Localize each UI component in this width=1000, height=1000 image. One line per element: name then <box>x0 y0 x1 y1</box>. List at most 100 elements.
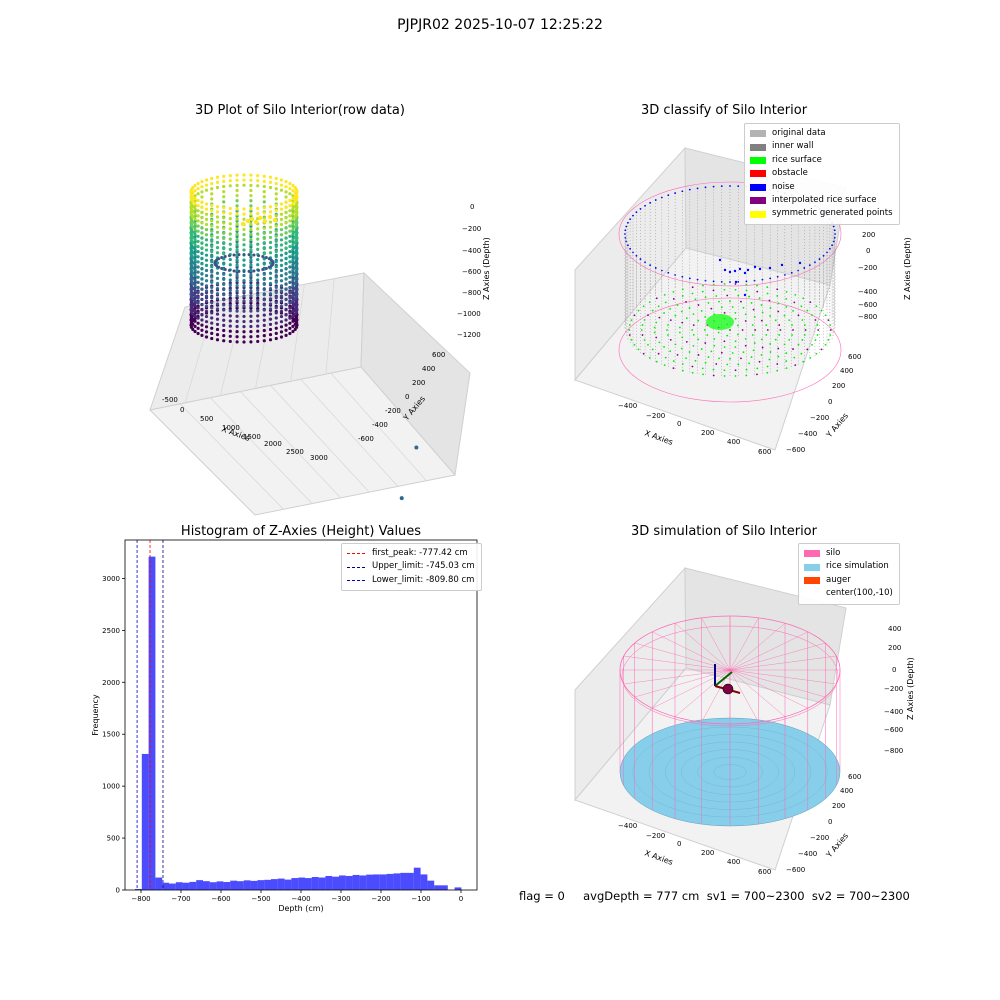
data-point <box>210 214 214 218</box>
data-point <box>200 251 204 256</box>
rice-surface-point <box>753 316 756 318</box>
data-point <box>284 231 288 235</box>
data-point <box>274 316 278 320</box>
rice-surface-point <box>806 348 809 351</box>
data-point <box>268 317 273 321</box>
data-point <box>242 314 246 319</box>
y-axis-label: Frequency <box>91 694 100 736</box>
rice-surface-point <box>710 350 713 353</box>
data-point <box>262 226 266 230</box>
silo-roof-line <box>652 631 731 671</box>
silo-simulation <box>619 615 841 827</box>
data-point <box>279 299 284 303</box>
rice-surface-point <box>791 324 793 326</box>
histogram-bar <box>291 878 299 890</box>
data-point <box>228 232 232 236</box>
rice-surface-point <box>651 348 654 351</box>
data-point <box>293 245 297 250</box>
rice-surface-point <box>655 297 658 300</box>
data-point <box>288 250 292 254</box>
data-point <box>284 292 288 297</box>
plot4-title: 3D simulation of Silo Interior <box>631 524 817 539</box>
data-point <box>193 242 197 247</box>
data-point <box>222 216 226 220</box>
rice-surface-point <box>745 283 748 286</box>
data-point <box>215 307 220 311</box>
data-point <box>215 292 220 296</box>
rice-surface-point <box>766 365 769 368</box>
data-point <box>284 221 288 225</box>
z-tick: 0 <box>866 247 870 255</box>
data-point <box>196 290 200 295</box>
noise-point <box>639 258 642 260</box>
data-point <box>274 275 278 279</box>
data-point <box>268 292 273 296</box>
x-axis-label: X Axies <box>643 848 674 867</box>
rice-surface-point <box>726 294 729 297</box>
data-point <box>193 294 197 298</box>
rice-surface-point <box>829 324 832 326</box>
rice-surface-point <box>712 289 715 292</box>
data-point <box>210 182 214 186</box>
data-point <box>193 232 197 236</box>
data-point <box>235 237 239 242</box>
rice-surface-point <box>734 375 737 377</box>
rice-surface-point <box>809 301 812 304</box>
data-point <box>215 317 220 321</box>
rice-surface-point <box>641 324 644 326</box>
noise-point <box>629 218 632 221</box>
silo-roof-line <box>729 669 759 723</box>
data-point <box>215 322 220 326</box>
histogram-bar <box>318 877 326 890</box>
data-point <box>215 215 220 219</box>
noise-point <box>720 185 723 188</box>
x-tick: 600 <box>758 448 771 456</box>
data-point <box>268 322 273 326</box>
data-point <box>279 335 284 339</box>
legend-swatch <box>750 130 766 138</box>
data-point <box>279 217 284 221</box>
noise-point <box>803 267 806 269</box>
data-point <box>279 325 284 329</box>
noise-point <box>733 269 737 273</box>
noise-point <box>745 280 748 283</box>
data-point <box>291 202 295 206</box>
silo-roof-line <box>729 669 808 709</box>
rice-surface-point <box>664 301 667 304</box>
data-point <box>193 319 197 323</box>
rice-surface-point <box>824 343 827 346</box>
histogram-bar <box>277 878 285 890</box>
rice-surface-point <box>642 352 645 355</box>
rice-surface-point <box>793 356 796 359</box>
data-point <box>262 323 266 327</box>
data-point <box>200 205 204 210</box>
data-point <box>193 273 197 277</box>
rice-surface-point <box>641 334 644 336</box>
histogram-bar <box>196 880 203 890</box>
legend-label: obstacle <box>772 168 808 179</box>
rice-surface-point <box>800 352 803 355</box>
data-point <box>293 327 297 331</box>
rice-surface-point <box>816 324 819 326</box>
data-point <box>291 268 295 272</box>
data-point <box>293 230 297 234</box>
data-point <box>268 281 273 286</box>
rice-surface-point <box>750 356 753 358</box>
data-point <box>267 257 271 261</box>
rice-surface-point <box>794 293 797 296</box>
noise-point <box>649 264 652 267</box>
noise-point <box>718 258 722 262</box>
legend-label: original data <box>772 128 826 138</box>
rice-surface-point <box>809 356 812 359</box>
data-point <box>249 183 253 187</box>
data-point <box>210 321 214 325</box>
data-point <box>222 195 226 199</box>
data-point <box>268 251 273 255</box>
data-point <box>284 272 288 276</box>
data-point <box>210 203 214 208</box>
data-point <box>215 297 220 301</box>
rice-surface-point <box>754 329 757 331</box>
data-point <box>288 280 292 284</box>
data-point <box>228 283 232 287</box>
data-point <box>262 293 266 297</box>
